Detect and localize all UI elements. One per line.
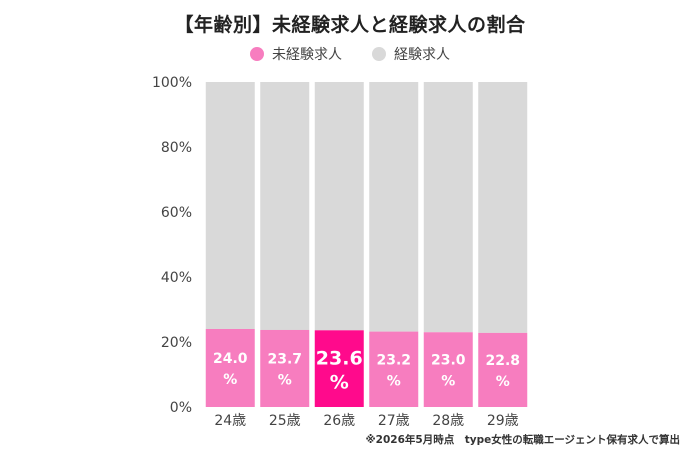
bar-data-label-unit: %	[496, 374, 510, 390]
bar-data-label: 24.0	[213, 351, 248, 367]
footnote: ※2026年5月時点 type女性の転職エージェント保有求人で算出	[365, 434, 680, 446]
bar-data-label-unit: %	[330, 372, 349, 394]
y-tick-label: 100%	[152, 75, 192, 91]
bar-segment-inexperienced	[369, 331, 419, 407]
x-tick-label: 25歳	[269, 413, 301, 429]
bar-segment-inexperienced	[205, 329, 255, 407]
bar-data-label-unit: %	[278, 372, 292, 388]
bar-segment-inexperienced	[314, 330, 364, 407]
legend-label-inexperienced: 未経験求人	[272, 47, 342, 63]
bar-data-label: 23.7	[267, 351, 302, 367]
y-tick-label: 20%	[161, 335, 192, 351]
bar-segment-experienced	[423, 82, 473, 333]
x-tick-label: 28歳	[432, 413, 464, 429]
bar-data-label-unit: %	[441, 374, 455, 390]
chart-title: 【年齢別】未経験求人と経験求人の割合	[174, 14, 526, 36]
x-tick-label: 26歳	[323, 413, 355, 429]
x-tick-label: 29歳	[487, 413, 519, 429]
bar-segment-experienced	[260, 82, 310, 330]
bar-data-label: 23.0	[431, 353, 466, 369]
bar-segment-experienced	[369, 82, 419, 332]
legend-item-inexperienced: 未経験求人	[250, 44, 342, 64]
legend-label-experienced: 経験求人	[394, 47, 450, 63]
chart-legend: 未経験求人 経験求人	[0, 44, 700, 64]
bar-segment-experienced	[205, 82, 255, 329]
bar-segment-inexperienced	[423, 332, 473, 407]
x-tick-label: 27歳	[378, 413, 410, 429]
bar-segment-inexperienced	[478, 332, 528, 407]
bar-data-label-unit: %	[223, 372, 237, 388]
bar-data-label: 22.8	[485, 353, 520, 369]
y-tick-label: 40%	[161, 270, 192, 286]
bar-segment-experienced	[314, 82, 364, 331]
bar-data-label: 23.6	[316, 348, 363, 370]
bar-segment-experienced	[478, 82, 528, 333]
y-tick-label: 80%	[161, 140, 192, 156]
bar-segment-inexperienced	[260, 329, 310, 407]
bar-data-label-unit: %	[387, 373, 401, 389]
y-tick-label: 60%	[161, 205, 192, 221]
y-tick-label: 0%	[170, 400, 192, 416]
legend-swatch-inexperienced	[250, 47, 264, 61]
bar-data-label: 23.2	[376, 352, 411, 368]
legend-item-experienced: 経験求人	[372, 44, 450, 64]
x-tick-label: 24歳	[214, 413, 246, 429]
legend-swatch-experienced	[372, 47, 386, 61]
